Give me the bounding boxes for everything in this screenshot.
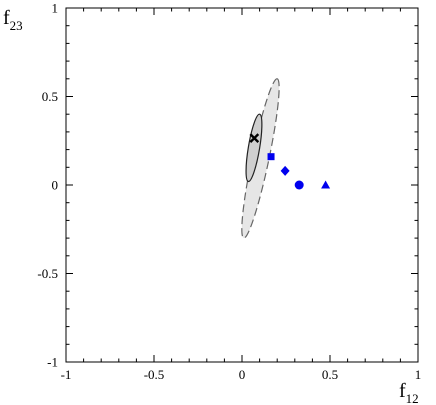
- x-axis-title-main: f: [399, 380, 406, 402]
- best-fit-cross-marker: [249, 133, 260, 143]
- y-tick-label: 0.5: [42, 89, 58, 104]
- marker-layer: [249, 133, 331, 190]
- x-tick-label: 0.5: [322, 367, 338, 382]
- y-tick-label: -0.5: [37, 266, 58, 281]
- triangle-marker: [321, 180, 331, 189]
- x-axis-title: f12: [399, 380, 419, 405]
- diamond-marker: [280, 165, 290, 176]
- x-tick-label: 1: [415, 367, 422, 382]
- contour-outer: [241, 78, 280, 239]
- square-marker: [267, 153, 275, 161]
- axis-layer: -1 -0.5 0 0.5 1 -1 -0.5 0 0.5 1: [37, 1, 421, 383]
- plot-frame: [65, 7, 419, 363]
- x-tick-label: -1: [61, 367, 72, 382]
- x-tick-label: -0.5: [144, 367, 165, 382]
- y-tick-label: 0: [52, 178, 59, 193]
- circle-marker: [294, 180, 304, 190]
- y-axis-title: f23: [3, 7, 23, 33]
- x-tick-label: 0: [239, 367, 246, 382]
- y-tick-label: 1: [52, 1, 59, 16]
- y-tick-label: -1: [47, 355, 58, 370]
- y-axis-title-sub: 23: [10, 18, 23, 33]
- contour-layer: [241, 78, 280, 239]
- y-axis-title-main: f: [3, 7, 10, 29]
- x-axis-title-sub: 12: [406, 391, 419, 405]
- contour-inner: [245, 113, 263, 183]
